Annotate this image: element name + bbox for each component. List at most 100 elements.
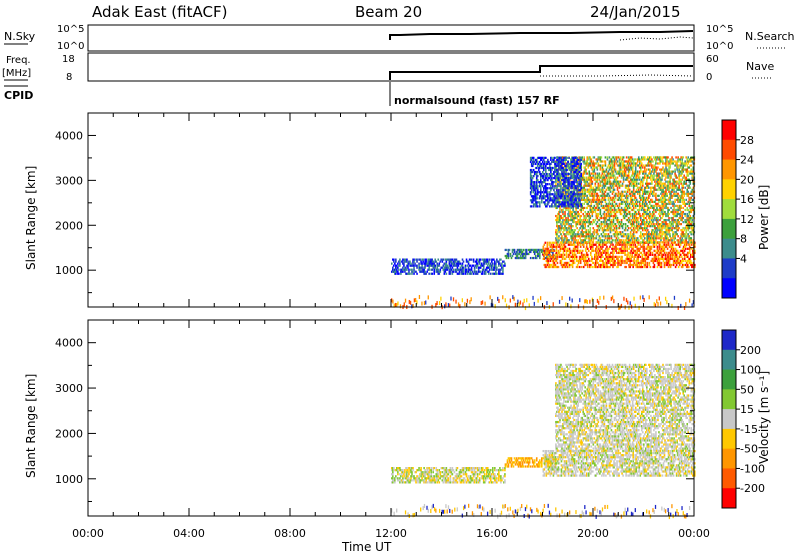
heatmap-cell <box>632 233 635 236</box>
heatmap-cell <box>599 158 602 161</box>
heatmap-cell <box>635 223 638 226</box>
heatmap-cell <box>567 231 569 234</box>
heatmap-cell <box>621 172 624 175</box>
heatmap-cell <box>624 233 627 236</box>
heatmap-cell <box>629 257 631 261</box>
heatmap-cell <box>474 272 477 275</box>
date-title: 24/Jan/2015 <box>590 3 681 21</box>
heatmap-cell <box>685 241 688 244</box>
heatmap-cell <box>536 254 539 258</box>
heatmap-cell <box>608 253 610 256</box>
heatmap-cell <box>545 259 548 263</box>
heatmap-cell <box>572 253 575 256</box>
heatmap-cell <box>642 249 645 252</box>
heatmap-cell <box>590 255 593 259</box>
heatmap-cell <box>632 182 635 185</box>
heatmap-cell <box>654 174 656 177</box>
heatmap-cell <box>671 182 673 185</box>
heatmap-cell <box>465 260 468 263</box>
heatmap-cell <box>642 170 645 173</box>
heatmap-cell <box>682 186 684 189</box>
heatmap-cell <box>616 176 619 179</box>
heatmap-cell <box>582 259 585 263</box>
heatmap-cell <box>460 264 463 267</box>
heatmap-cell <box>656 180 658 183</box>
heatmap-cell <box>629 196 632 199</box>
heatmap-cell <box>656 206 658 210</box>
heatmap-cell <box>639 166 642 169</box>
heatmap-cell <box>637 188 640 191</box>
heatmap-cell <box>649 168 651 171</box>
heatmap-cell <box>591 200 594 203</box>
heatmap-cell <box>616 255 618 259</box>
heatmap-cell <box>663 231 665 234</box>
heatmap-cell <box>577 212 579 216</box>
heatmap-cell <box>630 208 633 212</box>
heatmap-cell <box>608 176 611 179</box>
heatmap-cell <box>595 158 598 161</box>
heatmap-cell <box>670 216 672 220</box>
heatmap-cell <box>593 164 596 167</box>
heatmap-cell <box>595 253 597 256</box>
heatmap-cell <box>560 237 562 240</box>
heatmap-cell <box>690 164 693 167</box>
heatmap-cell <box>602 245 604 248</box>
heatmap-cell <box>555 249 558 252</box>
heatmap-cell <box>661 176 663 179</box>
heatmap-cell <box>587 237 590 240</box>
heatmap-cell <box>684 162 687 165</box>
heatmap-cell <box>560 263 563 267</box>
heatmap-cell <box>610 229 613 232</box>
heatmap-cell <box>648 172 650 175</box>
heatmap-cell <box>555 241 558 244</box>
heatmap-cell <box>665 180 667 183</box>
heatmap-cell <box>425 260 427 263</box>
heatmap-cell <box>611 166 614 169</box>
heatmap-cell <box>678 245 681 248</box>
heatmap-cell <box>610 182 613 185</box>
heatmap-cell <box>610 212 613 216</box>
heatmap-cell <box>665 212 667 216</box>
heatmap-cell <box>586 214 589 218</box>
heatmap-cell <box>666 192 668 195</box>
heatmap-cell <box>589 164 592 167</box>
heatmap-cell <box>598 249 600 252</box>
heatmap-cell <box>435 270 438 273</box>
heatmap-cell <box>678 241 680 244</box>
heatmap-cell <box>467 266 470 269</box>
heatmap-cell <box>553 261 556 265</box>
heatmap-cell <box>494 272 496 275</box>
heatmap-cell <box>558 198 560 201</box>
heatmap-cell <box>593 196 596 199</box>
heatmap-cell <box>505 248 508 252</box>
heatmap-cell <box>635 216 638 220</box>
heatmap-cell <box>568 210 570 214</box>
heatmap-cell <box>606 178 609 181</box>
heatmap-cell <box>687 174 690 177</box>
heatmap-cell <box>596 158 599 161</box>
heatmap-cell <box>645 233 647 236</box>
heatmap-cell <box>663 223 665 226</box>
heatmap-cell <box>592 231 595 234</box>
heatmap-cell <box>512 252 515 256</box>
heatmap-cell <box>565 263 568 267</box>
heatmap-cell <box>692 166 695 169</box>
heatmap-cell <box>564 245 567 248</box>
heatmap-cell <box>669 255 672 259</box>
heatmap-cell <box>402 260 404 263</box>
heatmap-cell <box>647 255 650 259</box>
heatmap-cell <box>410 264 412 267</box>
heatmap-cell <box>584 180 587 183</box>
heatmap-cell <box>684 221 687 224</box>
freq-panel <box>87 52 695 82</box>
heatmap-cell <box>667 243 670 246</box>
heatmap-cell <box>631 198 634 201</box>
heatmap-cell <box>605 243 607 246</box>
heatmap-cell <box>464 268 467 271</box>
heatmap-cell <box>665 186 667 189</box>
heatmap-cell <box>586 259 589 263</box>
heatmap-cell <box>624 196 627 199</box>
heatmap-cell <box>601 172 604 175</box>
heatmap-cell <box>621 184 624 187</box>
heatmap-cell <box>620 196 623 199</box>
